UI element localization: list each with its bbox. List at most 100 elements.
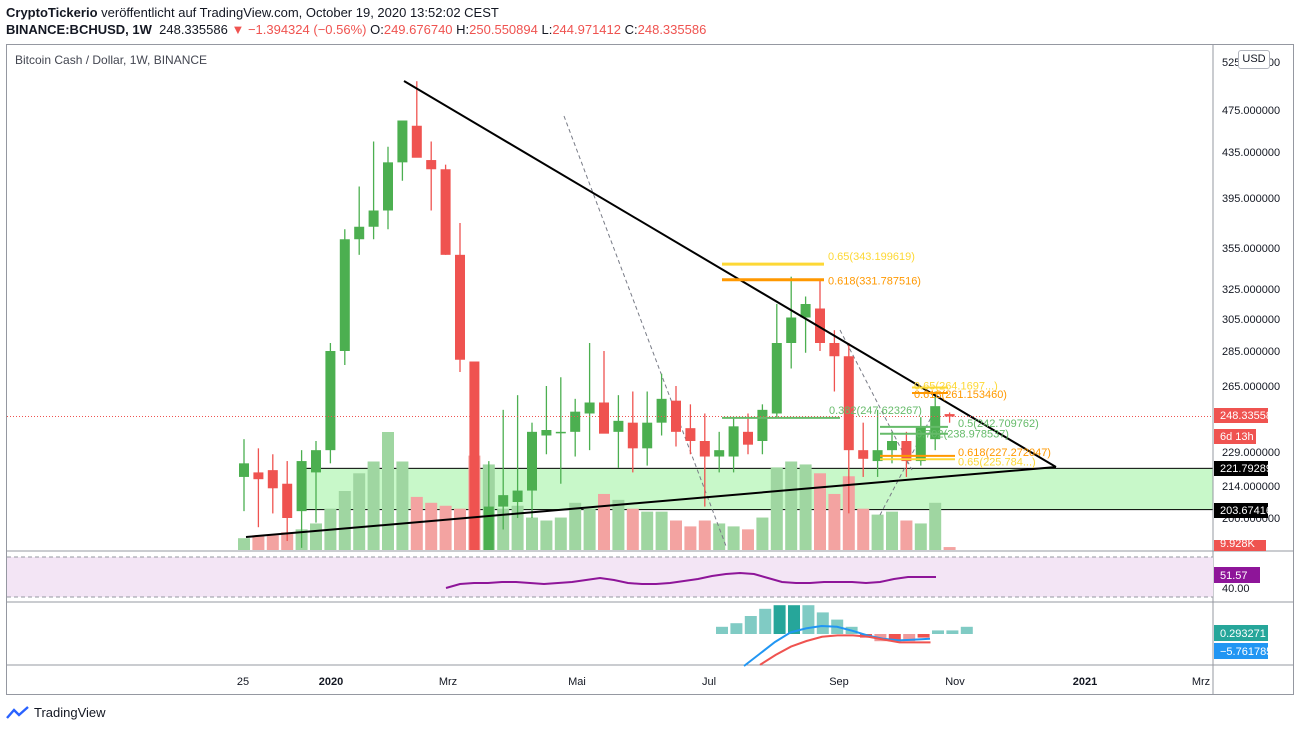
rsi-line (445, 571, 936, 589)
volume-bar (886, 511, 898, 550)
macd-histogram-bar (960, 626, 973, 634)
candle-body (469, 361, 480, 550)
x-tick-label: Jul (702, 676, 716, 688)
demand-zone (301, 467, 1214, 511)
candle-body (642, 422, 653, 449)
macd-value-label: 0.293271 (1220, 628, 1266, 640)
candle-body (311, 450, 321, 473)
fib-level-label: 0.702(238.978537) (916, 429, 1009, 441)
candle-body (627, 422, 638, 449)
candle-body (411, 125, 422, 158)
macd-histogram-bar (716, 626, 728, 634)
candle-body (325, 351, 336, 451)
low-value: 244.971412 (552, 22, 621, 37)
dashed-projection-line (839, 329, 913, 471)
volume-bar (943, 547, 956, 550)
candle-body (570, 411, 581, 432)
volume-bar (929, 502, 942, 550)
candle-body (397, 120, 408, 163)
volume-bar (598, 493, 610, 550)
candle-body (728, 426, 739, 457)
volume-bar (857, 508, 870, 550)
fib-level-label: 0.618(261.153460) (914, 389, 1007, 401)
fib-level-label: 0.65(225.784...) (958, 456, 1036, 468)
volume-bar (828, 493, 841, 550)
candle-body (498, 495, 509, 507)
open-label: O: (370, 22, 384, 37)
x-tick-label: Sep (829, 676, 849, 688)
candle-body (930, 406, 941, 440)
volume-bar (338, 491, 351, 550)
y-tick-label: 285.000000 (1222, 346, 1280, 358)
close-value: 248.335586 (637, 22, 707, 37)
candle-body (872, 450, 883, 462)
y-tick-label: 435.000000 (1222, 147, 1280, 159)
candle-body (858, 450, 869, 459)
tradingview-footer[interactable]: TradingView (6, 705, 106, 720)
zone-bottom-label: 203.674165 (1220, 505, 1278, 517)
volume-bar (583, 508, 596, 550)
signal-value-label-box (1214, 643, 1268, 659)
volume-bar (266, 535, 279, 550)
candle-body (915, 426, 926, 462)
candle-body (599, 402, 609, 434)
countdown-label: 6d 13h (1220, 431, 1254, 443)
volume-bar (396, 461, 409, 550)
macd-histogram-bar (759, 608, 772, 634)
volume-bar (439, 505, 452, 550)
last-price-label-box (1214, 408, 1268, 423)
ascending-trendline (245, 466, 1057, 538)
macd-histogram-bar (903, 634, 916, 642)
open-value: 249.676740 (383, 22, 453, 37)
macd-histogram-bar (946, 630, 959, 634)
volume-bar (871, 514, 884, 550)
rsi-level-label: 40.00 (1222, 583, 1250, 595)
zone-top-label: 221.792891 (1220, 463, 1278, 475)
y-tick-label: 325.000000 (1222, 284, 1280, 296)
candle-body (901, 441, 912, 462)
chart-frame[interactable] (6, 44, 1294, 695)
volume-bar (713, 523, 726, 550)
volume-bar (670, 520, 682, 550)
volume-bar (900, 520, 913, 550)
volume-bar (540, 520, 553, 550)
candle-body (541, 430, 552, 436)
volume-bar (655, 511, 668, 550)
x-tick-label: Mrz (1192, 676, 1210, 688)
volume-bar (756, 517, 769, 550)
rsi-value-label: 51.57 (1220, 570, 1248, 582)
macd-value-label-box (1214, 625, 1268, 641)
volume-bar (641, 511, 654, 550)
main-pane: 0.65(343.199619) 0.618(331.787516) 0.65(26… (7, 80, 1213, 550)
fib-level-label: 0.382(247.623267) (829, 405, 922, 417)
countdown-label-box (1214, 429, 1256, 444)
fib-level-label: 0.5(242.709762) (958, 418, 1039, 430)
y-tick-label: 475.000000 (1222, 105, 1280, 117)
volume-bar (814, 473, 826, 550)
low-label: L: (541, 22, 553, 37)
x-tick-label: Mrz (439, 676, 457, 688)
volume-bar (252, 535, 265, 550)
rsi-band (7, 557, 1213, 597)
candle-body (555, 431, 566, 434)
candle-body (383, 162, 393, 211)
volume-label-box (1214, 540, 1266, 551)
volume-bar (310, 523, 322, 550)
candle-body (527, 431, 537, 491)
volume-bar (382, 432, 394, 550)
currency-button[interactable]: USD (1238, 50, 1270, 69)
candle-body (455, 254, 465, 360)
tradingview-logo-icon (6, 705, 29, 719)
candle-body (483, 506, 494, 550)
macd-histogram-bar (932, 630, 944, 634)
volume-label: 9.928K (1220, 538, 1256, 550)
signal-line (759, 634, 931, 666)
high-value: 250.550894 (469, 22, 538, 37)
publisher-name[interactable]: CryptoTickerio (6, 5, 98, 20)
candle-body (354, 226, 365, 240)
volume-bar (770, 467, 783, 550)
volume-bar (238, 538, 250, 550)
macd-histogram-bar (730, 623, 743, 634)
macd-histogram-bar (773, 605, 786, 634)
